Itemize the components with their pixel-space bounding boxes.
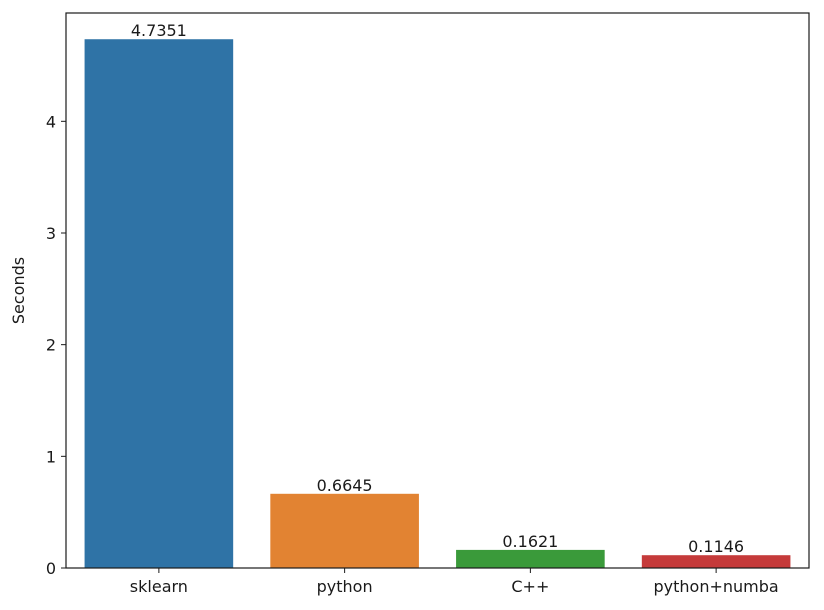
y-tick-label: 0 [46,559,56,578]
x-tick-label: python+numba [654,577,779,596]
y-tick-label: 3 [46,224,56,243]
bar-value-label: 0.6645 [317,476,373,495]
y-tick-label: 4 [46,112,56,131]
bar-sklearn [84,39,234,569]
bars-group [84,39,791,569]
bar-value-label: 0.1621 [502,532,558,551]
bar-c- [456,549,605,568]
y-axis: 0 1 2 3 4 [46,112,66,578]
data-labels-group: 4.7351 0.6645 0.1621 0.1146 [131,21,744,556]
bar-python-numba [641,555,791,568]
y-tick-label: 2 [46,336,56,355]
x-tick-label: C++ [511,577,549,596]
x-tick-label: python [317,577,373,596]
bar-value-label: 0.1146 [688,537,744,556]
bar-value-label: 4.7351 [131,21,187,40]
y-tick-label: 1 [46,447,56,466]
y-axis-label: Seconds [9,257,28,324]
plot-frame [65,12,810,569]
bar-python [270,493,419,568]
x-axis: sklearn python C++ python+numba [130,568,779,596]
x-tick-label: sklearn [130,577,188,596]
